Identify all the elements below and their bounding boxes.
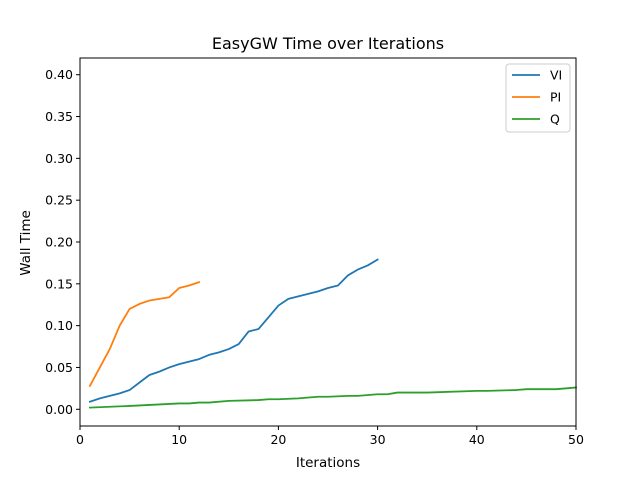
y-tick-label: 0.20	[45, 235, 73, 250]
series-line-pi	[88, 281, 201, 388]
x-tick-label: 0	[76, 432, 84, 447]
series-line-q	[88, 386, 577, 409]
legend-box	[505, 63, 571, 133]
y-axis-label: Wall Time	[18, 210, 34, 276]
x-axis: 0 10 20 30 40 50	[76, 426, 584, 447]
series-line-vi	[88, 258, 379, 403]
x-tick-label: 30	[370, 432, 386, 447]
y-tick-label: 0.10	[45, 318, 73, 333]
y-tick-label: 0.35	[45, 109, 73, 124]
y-tick-label: 0.05	[45, 360, 73, 375]
legend-label-vi: VI	[550, 68, 562, 83]
x-tick-label: 10	[171, 432, 187, 447]
legend-label-q: Q	[550, 112, 560, 127]
y-tick-label: 0.15	[45, 276, 73, 291]
y-tick-label: 0.40	[45, 67, 73, 82]
y-tick-label: 0.00	[45, 402, 73, 417]
legend: VI PI Q	[505, 63, 571, 133]
x-axis-label: Iterations	[296, 455, 360, 471]
y-axis: 0.00 0.05 0.10 0.15 0.20 0.25 0.30 0.35 0.40	[45, 67, 80, 417]
x-tick-label: 50	[568, 432, 584, 447]
plot-area	[79, 57, 577, 427]
x-tick-label: 40	[469, 432, 485, 447]
legend-label-pi: PI	[550, 90, 561, 105]
x-tick-label: 20	[270, 432, 286, 447]
y-tick-label: 0.25	[45, 193, 73, 208]
y-tick-label: 0.30	[45, 151, 73, 166]
chart-title: EasyGW Time over Iterations	[212, 34, 444, 53]
plot-frame	[79, 57, 577, 427]
